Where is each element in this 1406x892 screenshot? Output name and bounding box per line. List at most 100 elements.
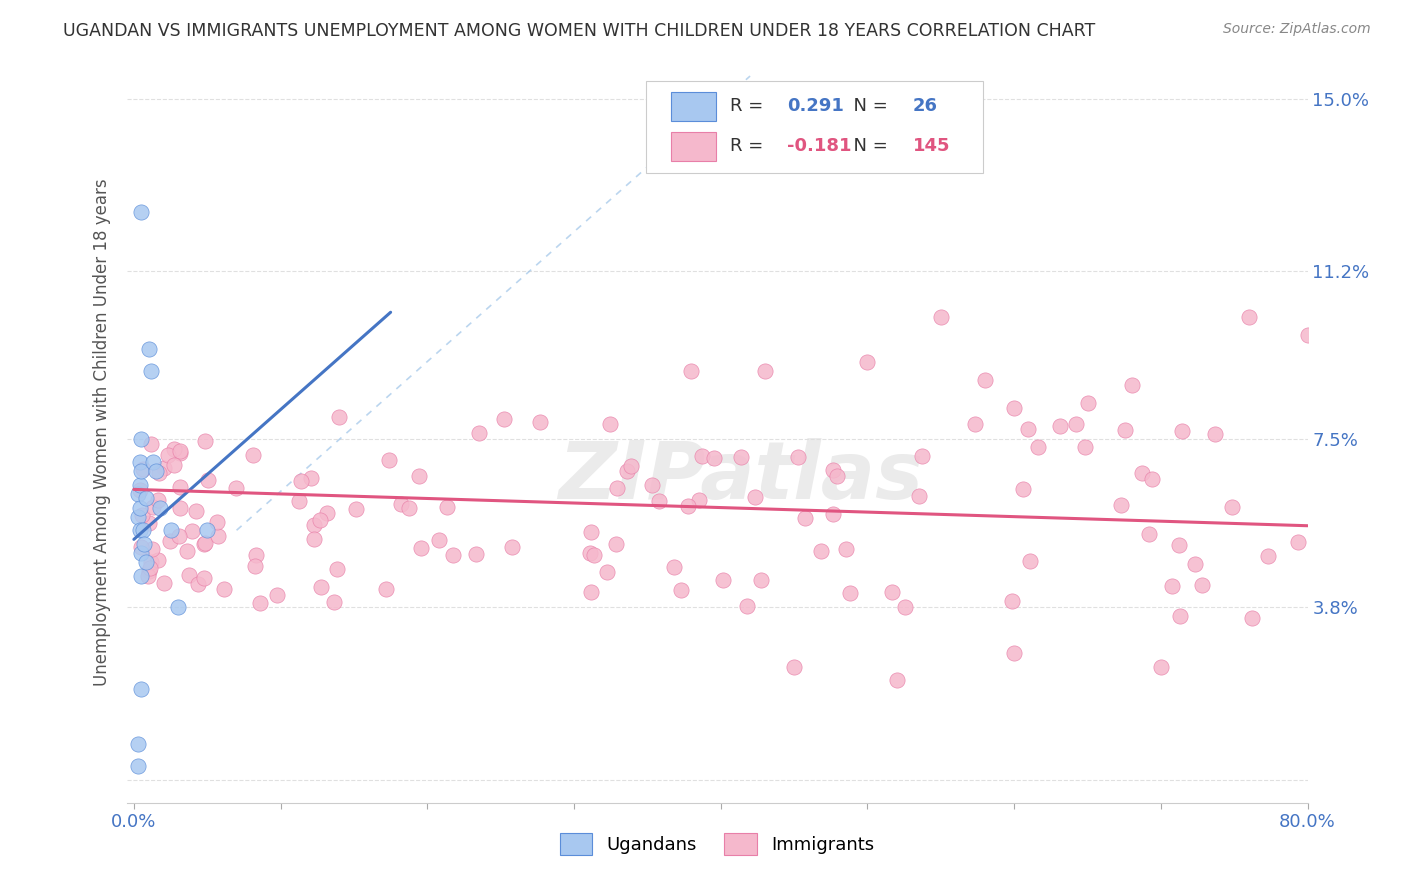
Text: UGANDAN VS IMMIGRANTS UNEMPLOYMENT AMONG WOMEN WITH CHILDREN UNDER 18 YEARS CORR: UGANDAN VS IMMIGRANTS UNEMPLOYMENT AMONG… bbox=[63, 22, 1095, 40]
Point bbox=[132, 462, 155, 476]
Point bbox=[163, 458, 186, 472]
Point bbox=[129, 682, 152, 697]
Point bbox=[287, 493, 309, 508]
Point bbox=[167, 529, 190, 543]
Point bbox=[139, 437, 162, 451]
Point bbox=[299, 471, 322, 485]
Point bbox=[136, 569, 159, 583]
Point bbox=[681, 364, 703, 378]
Point bbox=[127, 509, 149, 524]
Point bbox=[441, 548, 464, 562]
Point bbox=[163, 442, 186, 456]
Point bbox=[127, 759, 149, 773]
Y-axis label: Unemployment Among Women with Children Under 18 years: Unemployment Among Women with Children U… bbox=[93, 178, 111, 687]
Point bbox=[856, 355, 879, 369]
FancyBboxPatch shape bbox=[647, 81, 983, 173]
Point bbox=[1076, 396, 1098, 410]
Point bbox=[835, 541, 858, 556]
Point bbox=[579, 584, 602, 599]
Point bbox=[965, 417, 987, 431]
Point bbox=[176, 543, 198, 558]
Point bbox=[194, 434, 217, 449]
Point bbox=[322, 595, 344, 609]
Point bbox=[249, 596, 271, 610]
Point bbox=[1241, 611, 1264, 625]
Point bbox=[225, 481, 247, 495]
Text: 0.291: 0.291 bbox=[787, 97, 844, 115]
Point bbox=[131, 540, 153, 554]
Point bbox=[129, 546, 152, 560]
Point bbox=[492, 412, 515, 426]
Point bbox=[139, 561, 162, 575]
Point bbox=[436, 500, 458, 514]
Point bbox=[1204, 427, 1226, 442]
Point bbox=[129, 205, 152, 219]
Point bbox=[326, 562, 349, 576]
Point bbox=[138, 342, 160, 356]
Point bbox=[1002, 401, 1025, 415]
Point bbox=[169, 480, 191, 494]
Point bbox=[793, 511, 815, 525]
Point bbox=[529, 415, 551, 429]
Point bbox=[465, 548, 488, 562]
Point bbox=[620, 459, 643, 474]
Text: R =: R = bbox=[730, 137, 769, 155]
Point bbox=[148, 466, 170, 480]
Point bbox=[599, 417, 621, 431]
Point bbox=[839, 586, 862, 600]
Text: R =: R = bbox=[730, 97, 769, 115]
Point bbox=[1168, 609, 1191, 624]
Point bbox=[749, 574, 772, 588]
Point bbox=[302, 517, 325, 532]
Point bbox=[786, 450, 808, 464]
Legend: Ugandans, Immigrants: Ugandans, Immigrants bbox=[551, 824, 883, 864]
Point bbox=[138, 516, 160, 531]
Point bbox=[1130, 467, 1153, 481]
Point bbox=[245, 548, 267, 562]
Text: Source: ZipAtlas.com: Source: ZipAtlas.com bbox=[1223, 22, 1371, 37]
Point bbox=[194, 535, 217, 549]
Point bbox=[669, 583, 692, 598]
Bar bbox=[671, 132, 716, 161]
Point bbox=[152, 575, 174, 590]
Point bbox=[1171, 425, 1194, 439]
Point bbox=[309, 513, 332, 527]
Point bbox=[135, 555, 157, 569]
Point bbox=[129, 568, 152, 582]
Point bbox=[711, 574, 734, 588]
Point bbox=[193, 536, 215, 550]
Text: 145: 145 bbox=[912, 137, 950, 155]
Text: ZIPatlas: ZIPatlas bbox=[558, 438, 924, 516]
Point bbox=[648, 494, 671, 508]
Point bbox=[1137, 526, 1160, 541]
Point bbox=[1017, 422, 1039, 436]
Point bbox=[1074, 440, 1097, 454]
Point bbox=[616, 464, 638, 478]
Point bbox=[243, 558, 266, 573]
Point bbox=[1001, 594, 1024, 608]
Point bbox=[1142, 472, 1164, 486]
Point bbox=[141, 364, 163, 378]
Point bbox=[911, 450, 934, 464]
Point bbox=[378, 453, 401, 467]
Point bbox=[149, 500, 172, 515]
Point bbox=[894, 599, 917, 614]
Point bbox=[825, 469, 848, 483]
Point bbox=[1296, 328, 1319, 343]
Point bbox=[181, 524, 204, 538]
Point bbox=[167, 600, 190, 615]
Point bbox=[197, 473, 219, 487]
Point bbox=[688, 492, 710, 507]
Point bbox=[408, 469, 430, 483]
Point bbox=[690, 449, 713, 463]
Bar bbox=[671, 92, 716, 121]
Point bbox=[1012, 482, 1035, 496]
Point bbox=[1026, 440, 1049, 454]
Text: N =: N = bbox=[842, 137, 894, 155]
Point bbox=[131, 523, 153, 537]
Point bbox=[127, 737, 149, 751]
Point bbox=[134, 537, 156, 551]
Point bbox=[730, 450, 752, 464]
Point bbox=[141, 541, 163, 556]
Point bbox=[344, 502, 367, 516]
